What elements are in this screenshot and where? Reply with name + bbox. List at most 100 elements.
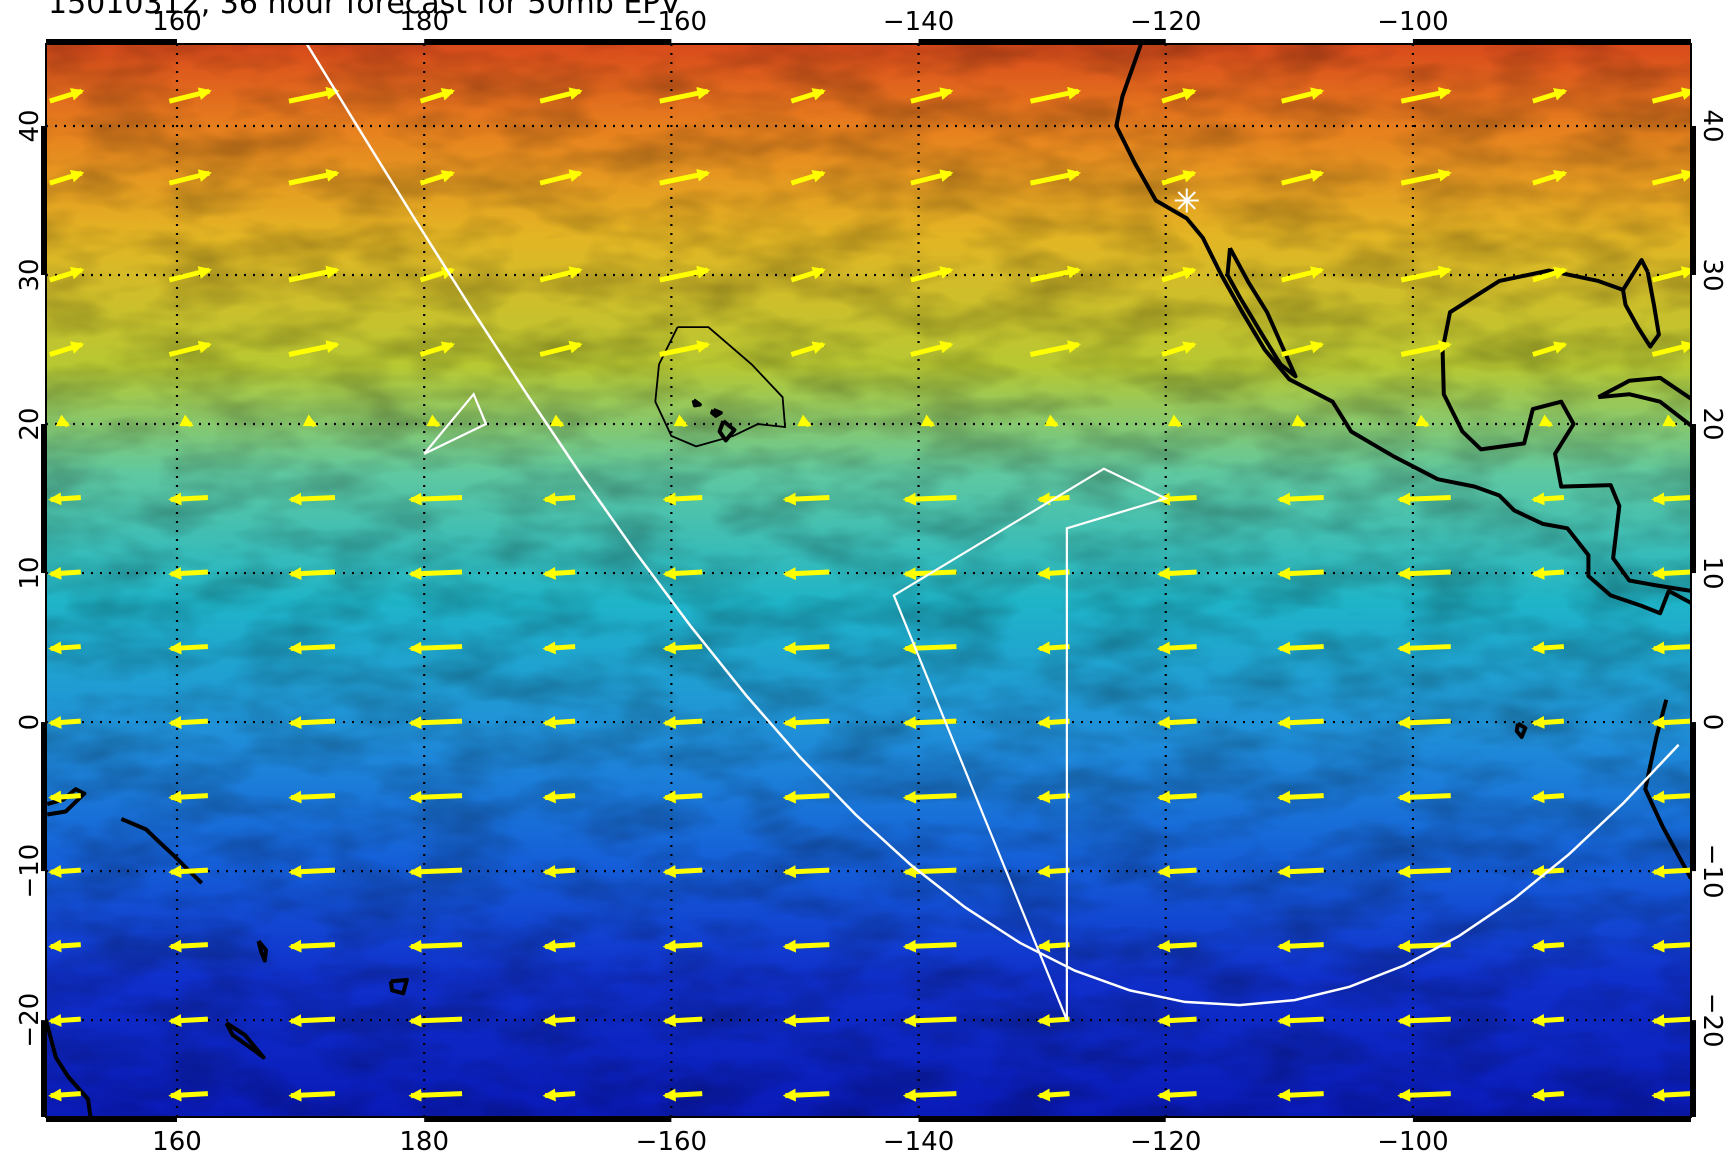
wind-arrow: [797, 414, 812, 428]
wind-arrow: [1531, 939, 1565, 953]
wind-arrow: [790, 88, 826, 104]
wind-arrow: [1277, 492, 1324, 506]
wind-arrow: [48, 1013, 81, 1027]
wind-arrow: [288, 1088, 336, 1102]
wind-arrow: [782, 492, 830, 506]
wind-arrow: [168, 939, 209, 953]
wind-arrow: [55, 414, 71, 428]
flight-track-segment: [423, 392, 488, 455]
lon-tick-label-top: −160: [636, 7, 707, 37]
wind-arrow: [1036, 1088, 1070, 1102]
right-frame-band: [1690, 1020, 1696, 1117]
wind-arrow: [1651, 1088, 1691, 1102]
lat-tick-label-right: −10: [1697, 844, 1727, 899]
wind-arrow: [1397, 1088, 1451, 1102]
wind-arrow: [1036, 864, 1070, 878]
wind-arrow: [1531, 1013, 1565, 1027]
bottom-frame-band: [424, 1116, 672, 1122]
wind-arrow: [662, 566, 703, 580]
lat-tick-label-left: −10: [15, 844, 45, 899]
wind-arrow: [168, 865, 209, 879]
wind-arrow: [168, 566, 209, 580]
coastlines: [46, 44, 1691, 1117]
wind-arrow: [1036, 790, 1070, 804]
wind-arrow: [659, 168, 711, 186]
star-marker: [1174, 188, 1199, 213]
wind-arrow: [288, 567, 336, 581]
wind-arrow: [782, 1014, 830, 1028]
wind-arrow: [288, 265, 340, 283]
wind-arrow: [542, 939, 576, 953]
wind-arrow: [1532, 170, 1568, 186]
wind-arrow: [1397, 492, 1451, 506]
wind-arrow: [1531, 1088, 1565, 1102]
wind-arrow: [1651, 169, 1691, 186]
wind-arrow: [782, 865, 830, 879]
wind-arrow: [659, 86, 711, 104]
wind-arrow: [542, 566, 576, 580]
wind-arrow: [1161, 266, 1197, 283]
wind-arrow: [782, 939, 830, 953]
wind-arrow: [48, 790, 81, 804]
wind-arrow: [288, 86, 340, 104]
wind-arrow: [408, 492, 463, 506]
lat-tick-label-right: −20: [1697, 993, 1727, 1048]
lat-tick-label-right: 20: [1697, 407, 1727, 440]
wind-arrow: [782, 567, 830, 581]
wind-arrow: [662, 716, 703, 730]
wind-arrow: [1531, 641, 1565, 655]
wind-arrow: [902, 865, 957, 879]
wind-arrow: [49, 88, 85, 104]
wind-arrow: [1156, 641, 1197, 655]
wind-arrow: [1036, 715, 1070, 729]
wind-arrow: [1036, 566, 1070, 580]
wind-arrow: [1044, 414, 1059, 428]
lat-tick-label-right: 0: [1697, 714, 1727, 731]
wind-arrow: [1651, 340, 1691, 357]
lat-tick-label-left: 30: [15, 258, 45, 291]
wind-arrow: [1036, 1013, 1070, 1027]
wind-arrow: [1277, 1088, 1324, 1102]
wind-arrow: [168, 266, 212, 283]
wind-arrow: [539, 169, 583, 186]
top-frame-band: [424, 39, 672, 45]
wind-arrow: [790, 170, 826, 186]
lon-tick-label-top: 180: [399, 7, 449, 37]
lon-tick-label-top: −100: [1377, 7, 1448, 37]
lat-tick-label-right: 10: [1697, 557, 1727, 590]
wind-arrow: [168, 169, 212, 186]
lon-tick-label-bottom: 180: [399, 1127, 449, 1157]
wind-arrow: [1400, 168, 1452, 186]
wind-arrow: [673, 414, 689, 428]
wind-arrow: [1531, 492, 1565, 506]
lon-tick-label-bottom: −140: [883, 1127, 954, 1157]
wind-arrow: [662, 492, 703, 506]
australia-coast: [46, 1019, 93, 1117]
wind-arrow: [1397, 641, 1451, 655]
wind-arrow: [1029, 86, 1082, 104]
map-title: 15010312, 36 hour forecast for 50mb EPV: [48, 0, 681, 21]
wind-arrow: [48, 641, 81, 655]
wind-arrow: [1531, 790, 1565, 804]
wind-arrow: [920, 414, 936, 428]
wind-arrow: [1532, 266, 1568, 283]
wind-arrow: [168, 716, 209, 730]
wind-arrow: [782, 1088, 830, 1102]
wind-arrow: [1167, 414, 1183, 428]
wind-arrow: [1662, 414, 1677, 428]
wind-arrow: [662, 865, 703, 879]
wind-arrow: [902, 641, 957, 655]
wind-arrow: [659, 265, 711, 283]
wind-arrow: [1156, 1014, 1197, 1028]
top-frame-band: [918, 39, 1166, 45]
wind-arrow: [1281, 266, 1325, 283]
wind-arrow: [1277, 641, 1324, 655]
florida-coast: [1621, 271, 1661, 349]
wind-arrow: [1651, 566, 1691, 580]
wind-arrow: [288, 340, 340, 357]
wind-arrow: [790, 266, 826, 283]
cuba-coast: [1597, 375, 1691, 428]
wind-arrow: [1029, 265, 1082, 283]
wind-arrow: [288, 865, 336, 879]
wind-arrow: [288, 1014, 336, 1028]
